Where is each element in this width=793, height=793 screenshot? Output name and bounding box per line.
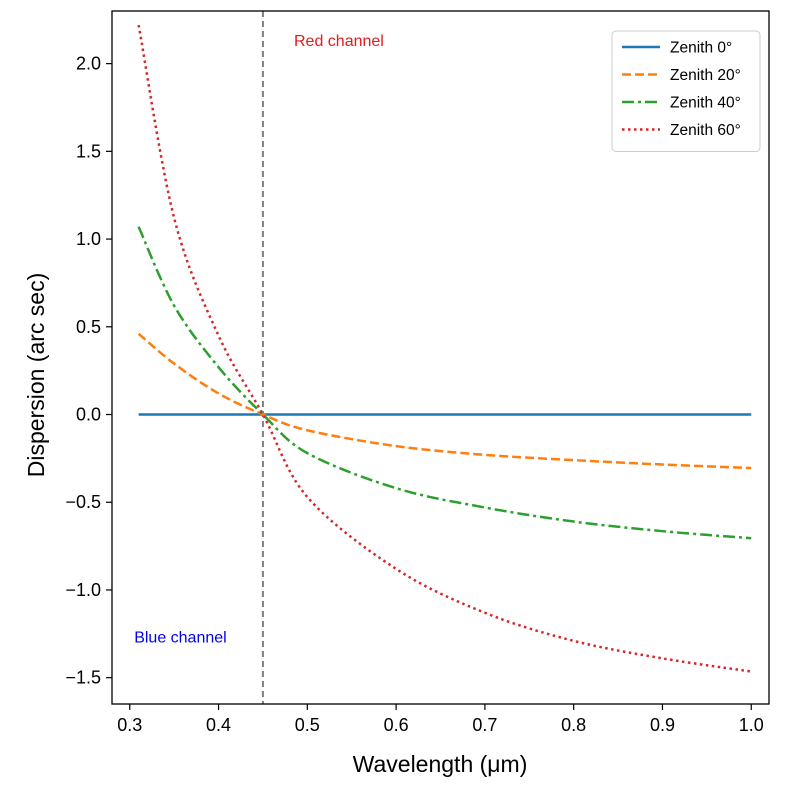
annotation-0: Red channel <box>294 33 384 50</box>
legend-box <box>611 30 761 152</box>
series-line-3 <box>137 24 752 673</box>
y-tick-label: −0.5 <box>65 492 101 512</box>
series-layer <box>137 24 752 673</box>
x-tick-label: 0.3 <box>117 715 142 735</box>
legend: Zenith 0° Zenith 20° Zenith 40° Zenith 60° <box>611 30 761 152</box>
y-tick-label: −1.5 <box>65 668 101 688</box>
x-tick-label: 0.8 <box>561 715 586 735</box>
annotation-1: Blue channel <box>134 630 227 647</box>
y-tick-label: 2.0 <box>76 54 101 74</box>
x-tick-label: 0.6 <box>384 715 409 735</box>
annotations: Red channel Blue channel <box>134 33 384 647</box>
y-tick-label: 1.5 <box>76 141 101 161</box>
axes-frame <box>111 10 770 705</box>
axes: 0.3 0.4 0.5 0.6 0.7 0.8 0.9 1.0 −1.5 −1.0 −0.5 0.0 0… <box>65 10 770 735</box>
y-axis-label: Dispersion (arc sec) <box>23 273 49 478</box>
x-tick-label: 0.9 <box>650 715 675 735</box>
y-tick-label: 0.0 <box>76 405 101 425</box>
legend-label-2: Zenith 40° <box>670 95 741 112</box>
legend-label-0: Zenith 0° <box>670 40 732 57</box>
x-tick-label: 1.0 <box>739 715 764 735</box>
series-line-2 <box>137 226 752 540</box>
legend-label-3: Zenith 60° <box>670 122 741 139</box>
x-tick-label: 0.7 <box>472 715 497 735</box>
legend-label-1: Zenith 20° <box>670 67 741 84</box>
y-tick-label: 1.0 <box>76 229 101 249</box>
x-tick-label: 0.4 <box>206 715 231 735</box>
y-tick-label: 0.5 <box>76 317 101 337</box>
x-tick-label: 0.5 <box>295 715 320 735</box>
x-axis-label: Wavelength (μm) <box>353 751 528 777</box>
series-line-1 <box>137 332 752 470</box>
y-tick-label: −1.0 <box>65 580 101 600</box>
